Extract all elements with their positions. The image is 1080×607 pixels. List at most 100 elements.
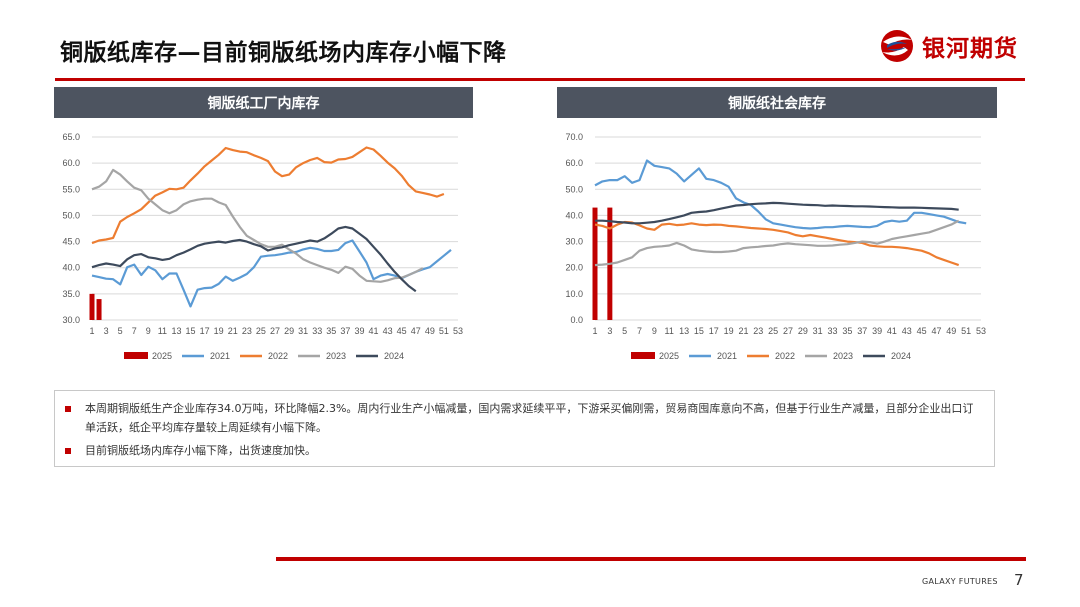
series-line-2023 bbox=[91, 168, 424, 283]
x-tick-label: 31 bbox=[298, 326, 308, 336]
x-tick-label: 35 bbox=[326, 326, 336, 336]
legend-label: 2021 bbox=[717, 351, 737, 361]
x-tick-label: 21 bbox=[738, 326, 748, 336]
x-tick-label: 43 bbox=[902, 326, 912, 336]
x-tick-label: 7 bbox=[637, 326, 642, 336]
series-line-2022 bbox=[594, 220, 960, 267]
y-tick-label: 20.0 bbox=[565, 263, 583, 273]
bar-2025 bbox=[96, 299, 102, 320]
x-tick-label: 23 bbox=[753, 326, 763, 336]
x-tick-label: 23 bbox=[242, 326, 252, 336]
x-tick-label: 41 bbox=[369, 326, 379, 336]
y-tick-label: 60.0 bbox=[565, 158, 583, 168]
bullet-icon bbox=[65, 448, 71, 454]
note-item: 本周期铜版纸生产企业库存34.0万吨，环比降幅2.3%。周内行业生产小幅减量，国… bbox=[65, 399, 982, 437]
note-item: 目前铜版纸场内库存小幅下降，出货速度加快。 bbox=[65, 441, 982, 460]
x-tick-label: 1 bbox=[89, 326, 94, 336]
x-tick-label: 27 bbox=[270, 326, 280, 336]
x-tick-label: 17 bbox=[200, 326, 210, 336]
chart-social-inventory: 0.010.020.030.040.050.060.070.01 3 5 7 9 11 13… bbox=[565, 132, 986, 361]
x-tick-label: 45 bbox=[917, 326, 927, 336]
series-line-2021 bbox=[594, 159, 967, 230]
x-tick-label: 51 bbox=[439, 326, 449, 336]
series-line-2021 bbox=[91, 239, 452, 308]
x-tick-label: 11 bbox=[665, 326, 674, 336]
brand-logo: 银河期货 bbox=[878, 28, 1018, 64]
y-tick-label: 50.0 bbox=[62, 210, 80, 220]
x-tick-label: 29 bbox=[284, 326, 294, 336]
y-tick-label: 60.0 bbox=[62, 158, 80, 168]
x-tick-label: 17 bbox=[709, 326, 719, 336]
page-number: 7 bbox=[1014, 571, 1024, 589]
x-tick-label: 5 bbox=[118, 326, 123, 336]
x-tick-label: 13 bbox=[679, 326, 689, 336]
y-tick-label: 30.0 bbox=[565, 237, 583, 247]
y-tick-label: 30.0 bbox=[62, 315, 80, 325]
x-tick-label: 41 bbox=[887, 326, 897, 336]
x-tick-label: 37 bbox=[857, 326, 867, 336]
x-tick-label: 7 bbox=[132, 326, 137, 336]
y-tick-label: 10.0 bbox=[565, 289, 583, 299]
legend-label: 2022 bbox=[268, 351, 288, 361]
notes-box: 本周期铜版纸生产企业库存34.0万吨，环比降幅2.3%。周内行业生产小幅减量，国… bbox=[54, 390, 995, 467]
x-tick-label: 25 bbox=[768, 326, 778, 336]
y-tick-label: 50.0 bbox=[565, 184, 583, 194]
x-tick-label: 9 bbox=[146, 326, 151, 336]
page-title: 铜版纸库存—目前铜版纸场内库存小幅下降 bbox=[60, 40, 507, 66]
footer-company: GALAXY FUTURES bbox=[922, 577, 998, 586]
x-tick-label: 5 bbox=[622, 326, 627, 336]
x-tick-label: 25 bbox=[256, 326, 266, 336]
legend-label: 2023 bbox=[326, 351, 346, 361]
x-tick-label: 1 bbox=[592, 326, 597, 336]
x-tick-label: 39 bbox=[354, 326, 364, 336]
y-tick-label: 40.0 bbox=[62, 263, 80, 273]
y-tick-label: 35.0 bbox=[62, 289, 80, 299]
chart2-header: 铜版纸社会库存 bbox=[557, 87, 997, 118]
legend-label: 2024 bbox=[384, 351, 404, 361]
y-tick-label: 70.0 bbox=[565, 132, 583, 142]
series-line-2024 bbox=[91, 225, 417, 293]
legend-label: 2025 bbox=[152, 351, 172, 361]
legend-label: 2023 bbox=[833, 351, 853, 361]
y-tick-label: 65.0 bbox=[62, 132, 80, 142]
x-tick-label: 15 bbox=[694, 326, 704, 336]
x-tick-label: 19 bbox=[724, 326, 734, 336]
x-tick-label: 47 bbox=[411, 326, 421, 336]
legend-swatch bbox=[124, 352, 148, 359]
series-line-2023 bbox=[594, 219, 960, 267]
x-tick-label: 45 bbox=[397, 326, 407, 336]
x-tick-label: 33 bbox=[312, 326, 322, 336]
y-tick-label: 55.0 bbox=[62, 184, 80, 194]
x-tick-label: 51 bbox=[961, 326, 971, 336]
x-tick-label: 31 bbox=[813, 326, 823, 336]
x-tick-label: 49 bbox=[946, 326, 956, 336]
x-tick-label: 47 bbox=[931, 326, 941, 336]
x-tick-label: 43 bbox=[383, 326, 393, 336]
legend-label: 2022 bbox=[775, 351, 795, 361]
title-divider bbox=[55, 78, 1025, 81]
chart1-header: 铜版纸工厂内库存 bbox=[54, 87, 473, 118]
x-tick-label: 11 bbox=[158, 326, 167, 336]
legend-label: 2025 bbox=[659, 351, 679, 361]
x-tick-label: 9 bbox=[652, 326, 657, 336]
footer-divider bbox=[276, 557, 1026, 561]
legend-label: 2024 bbox=[891, 351, 911, 361]
x-tick-label: 27 bbox=[783, 326, 793, 336]
logo-text: 银河期货 bbox=[922, 36, 1018, 62]
x-tick-label: 49 bbox=[425, 326, 435, 336]
x-tick-label: 35 bbox=[842, 326, 852, 336]
x-tick-label: 39 bbox=[872, 326, 882, 336]
x-tick-label: 3 bbox=[607, 326, 612, 336]
bullet-icon bbox=[65, 406, 71, 412]
bar-2025 bbox=[592, 207, 598, 320]
y-tick-label: 0.0 bbox=[570, 315, 583, 325]
y-tick-label: 45.0 bbox=[62, 237, 80, 247]
y-tick-label: 40.0 bbox=[565, 210, 583, 220]
note-text: 本周期铜版纸生产企业库存34.0万吨，环比降幅2.3%。周内行业生产小幅减量，国… bbox=[85, 402, 974, 434]
legend-swatch bbox=[631, 352, 655, 359]
galaxy-futures-logo-icon bbox=[881, 30, 913, 62]
x-tick-label: 13 bbox=[171, 326, 181, 336]
bar-2025 bbox=[89, 293, 95, 320]
x-tick-label: 19 bbox=[214, 326, 224, 336]
x-tick-label: 37 bbox=[340, 326, 350, 336]
